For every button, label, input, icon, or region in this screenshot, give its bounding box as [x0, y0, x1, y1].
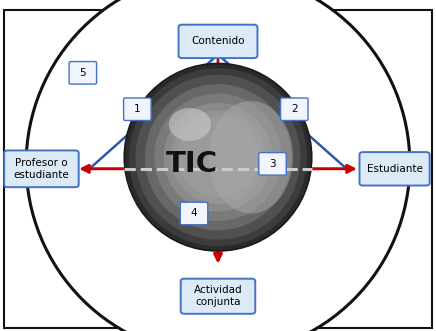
FancyBboxPatch shape [4, 150, 78, 187]
FancyBboxPatch shape [69, 62, 97, 84]
FancyBboxPatch shape [281, 98, 308, 120]
Ellipse shape [145, 84, 291, 230]
Text: TIC: TIC [166, 150, 218, 178]
Text: U: U [129, 0, 141, 11]
Ellipse shape [136, 75, 300, 240]
Text: Profesor o
estudiante: Profesor o estudiante [14, 158, 69, 180]
Ellipse shape [26, 0, 410, 331]
Text: I: I [185, 0, 190, 6]
Text: N: N [198, 0, 208, 5]
Text: 1: 1 [134, 104, 141, 114]
Text: Estudiante: Estudiante [367, 164, 422, 174]
Text: 3: 3 [269, 159, 276, 169]
Text: 4: 4 [191, 209, 198, 218]
FancyBboxPatch shape [359, 152, 430, 185]
FancyBboxPatch shape [179, 24, 257, 58]
Text: T: T [229, 0, 238, 6]
Ellipse shape [171, 110, 265, 204]
Ellipse shape [129, 68, 307, 246]
Ellipse shape [169, 108, 211, 141]
Ellipse shape [154, 93, 282, 221]
FancyBboxPatch shape [181, 279, 255, 314]
Ellipse shape [164, 103, 272, 212]
Text: Actividad
conjunta: Actividad conjunta [194, 285, 242, 307]
Ellipse shape [209, 101, 293, 213]
Text: X: X [150, 0, 160, 8]
Text: I: I [325, 15, 333, 26]
Text: 5: 5 [79, 68, 86, 78]
FancyBboxPatch shape [259, 153, 286, 175]
Ellipse shape [124, 64, 312, 251]
Text: Contenido: Contenido [191, 36, 245, 46]
FancyBboxPatch shape [180, 202, 208, 225]
Text: B: B [293, 5, 304, 17]
Ellipse shape [178, 117, 258, 198]
Text: S: S [336, 20, 348, 32]
Text: L: L [112, 4, 123, 16]
Text: E: E [276, 1, 286, 13]
Text: E: E [244, 0, 253, 7]
Text: R: R [308, 9, 320, 22]
FancyBboxPatch shape [124, 98, 151, 120]
Text: 2: 2 [291, 104, 298, 114]
Text: N: N [258, 0, 269, 10]
